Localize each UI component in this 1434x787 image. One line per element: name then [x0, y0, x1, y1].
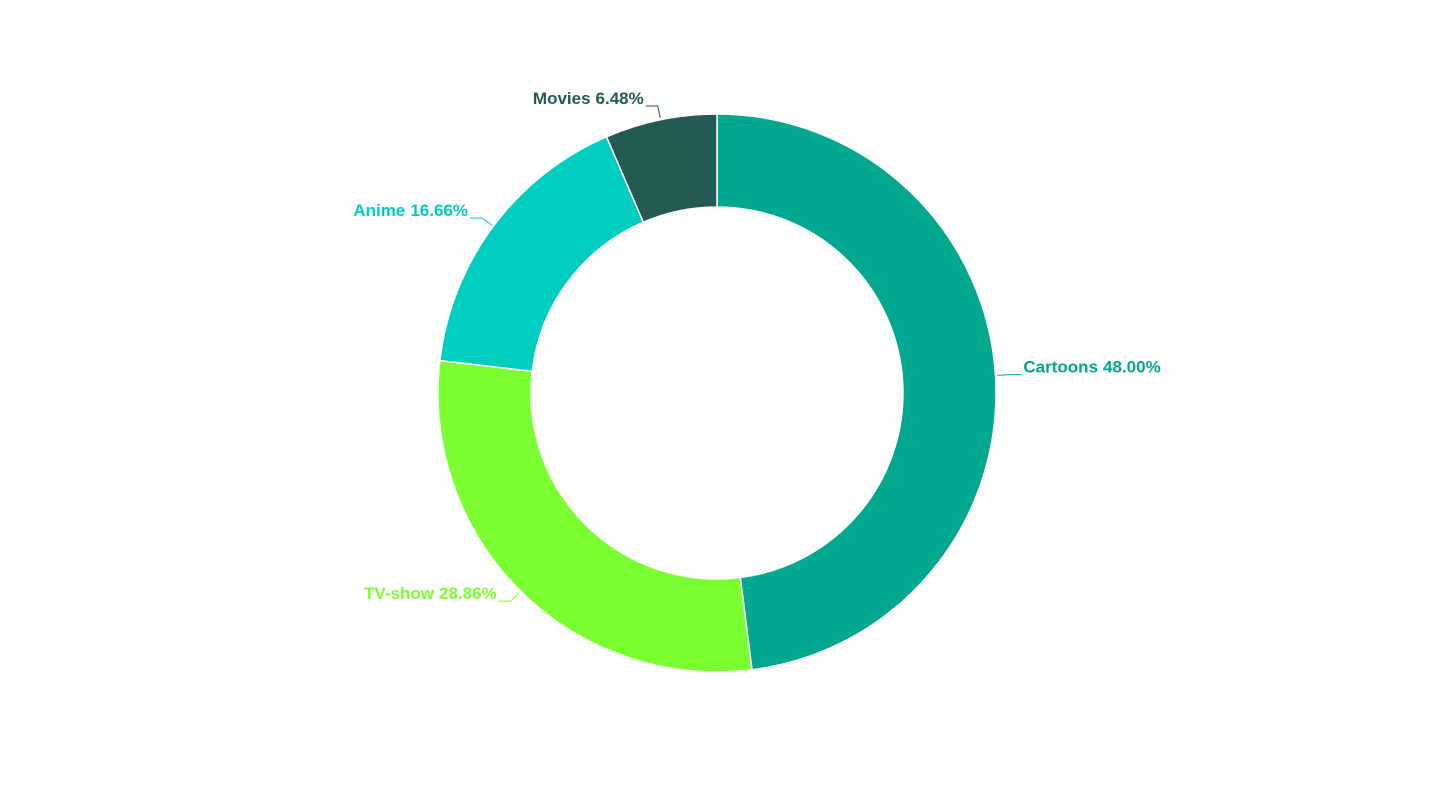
slice-name: Cartoons [1023, 358, 1098, 377]
slice-name: Anime [353, 201, 405, 220]
leader-line [645, 105, 661, 118]
leader-line [470, 217, 492, 226]
slice-value: 28.86% [439, 585, 497, 604]
donut-slice [716, 113, 997, 671]
leader-line [997, 374, 1022, 376]
slice-label: Cartoons 48.00% [1023, 358, 1160, 377]
leader-line [498, 592, 520, 602]
slice-label: TV-show 28.86% [364, 585, 497, 604]
donut-slice [437, 359, 753, 673]
slice-value: 6.48% [596, 90, 644, 109]
slice-label: Movies 6.48% [533, 90, 644, 109]
donut-slice [605, 113, 718, 224]
slice-name: TV-show [364, 585, 435, 604]
slice-label: Anime 16.66% [353, 201, 468, 220]
slice-name: Movies [533, 90, 591, 109]
slice-value: 16.66% [410, 201, 468, 220]
donut-slice [439, 135, 645, 373]
slice-value: 48.00% [1103, 358, 1161, 377]
